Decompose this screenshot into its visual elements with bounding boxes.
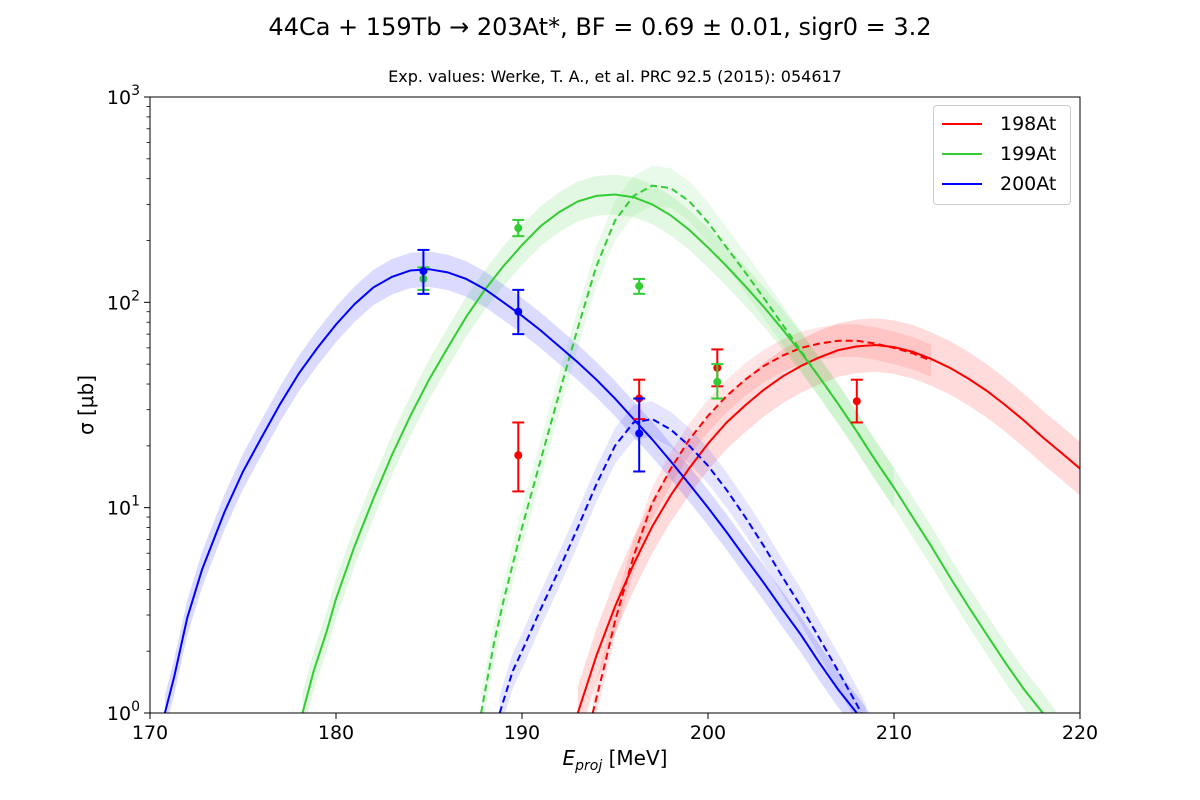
legend: 198At 199At 200At [933,105,1071,205]
plot-frame [149,96,1081,714]
legend-label-199at: 199At [1000,143,1057,165]
legend-item-198at: 198At [942,111,1056,137]
legend-swatch-200at [942,183,982,185]
marker-199at-3 [713,377,722,386]
legend-label-198at: 198At [1000,113,1057,135]
y-tick-label-2: 102 [107,288,140,314]
chart-subtitle: Exp. values: Werke, T. A., et al. PRC 92… [388,67,842,86]
band-dashed-200at [499,401,867,713]
point-200at-2 [633,397,646,473]
point-200at-0 [417,248,430,295]
chart-title: 44Ca + 159Tb → 203At*, BF = 0.69 ± 0.01,… [268,13,932,41]
band-dashed-198at [592,324,932,713]
plot-area [163,165,1080,713]
marker-198at-3 [852,397,861,406]
band-dashed-199at [481,165,894,713]
x-tick-label-220: 220 [1062,722,1098,744]
point-199at-1 [512,218,525,238]
y-axis-label: σ [μb] [74,375,98,435]
point-200at-1 [512,288,525,336]
line-solid-200at [163,268,859,713]
legend-swatch-198at [942,123,982,125]
y-tick-label-1: 101 [107,494,140,520]
line-dashed-198at [591,339,932,713]
marker-200at-0 [419,267,428,276]
x-axis-label: Eproj [MeV] [563,746,668,774]
legend-item-199at: 199At [942,141,1056,167]
marker-199at-2 [635,282,644,291]
y-tick-label-0: 100 [107,699,140,725]
marker-199at-1 [514,224,523,233]
x-tick-label-200: 200 [690,722,726,744]
line-solid-199at [301,193,1045,713]
line-dashed-200at [498,418,863,713]
point-198at-0 [512,421,525,493]
point-199at-2 [633,277,646,295]
line-solid-198at [576,343,1080,713]
marker-200at-2 [635,429,644,438]
point-199at-3 [711,363,724,400]
legend-item-200at: 200At [942,171,1056,197]
legend-label-200at: 200At [1000,173,1057,195]
x-tick-label-190: 190 [504,722,540,744]
marker-198at-0 [514,451,523,460]
x-tick-label-170: 170 [132,722,168,744]
marker-200at-1 [514,307,523,316]
x-tick-label-180: 180 [318,722,354,744]
point-198at-3 [850,378,863,424]
y-tick-label-3: 103 [107,83,140,109]
legend-swatch-199at [942,153,982,155]
line-dashed-199at [480,184,895,713]
x-tick-label-210: 210 [876,722,912,744]
